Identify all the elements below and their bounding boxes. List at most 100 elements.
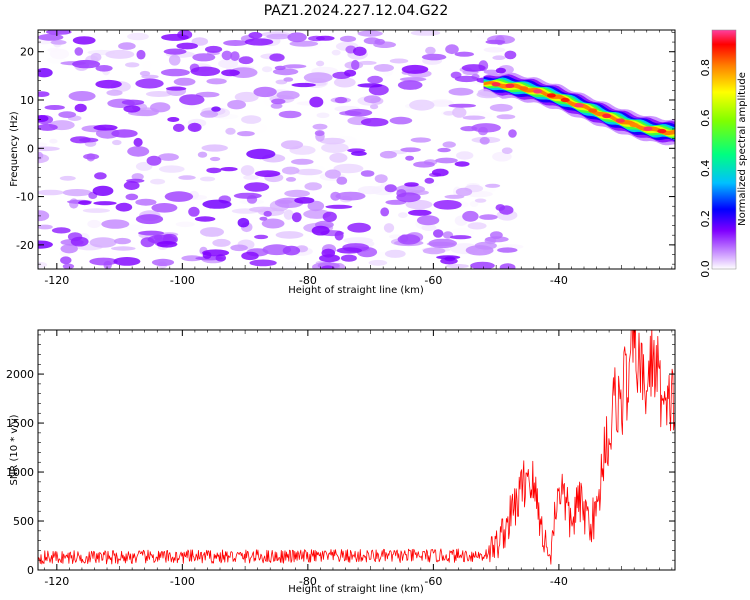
noise-blob [465, 190, 493, 198]
noise-blob [123, 181, 140, 190]
noise-blob [38, 123, 58, 131]
snr-y-axis-label: SNR (10 * v/v) [9, 414, 20, 485]
noise-blob [351, 59, 360, 71]
noise-blob [374, 174, 388, 184]
colorbar-tick-label: 0.2 [699, 210, 712, 228]
noise-blob [276, 90, 300, 100]
noise-blob [405, 155, 414, 161]
snr-series-line [38, 330, 675, 565]
noise-blob [123, 105, 141, 113]
noise-blob [253, 86, 277, 98]
noise-blob [118, 42, 136, 50]
noise-blob [206, 167, 222, 174]
noise-blob [282, 245, 301, 256]
noise-blob [357, 83, 383, 88]
noise-blob [254, 170, 281, 178]
noise-blob [38, 142, 48, 147]
noise-blob [410, 30, 441, 36]
noise-blob [357, 30, 383, 37]
noise-blob [191, 37, 209, 46]
noise-blob [281, 166, 300, 175]
noise-blob [397, 234, 421, 245]
noise-blob [160, 68, 190, 77]
noise-blob [483, 47, 506, 53]
noise-blob [74, 47, 84, 56]
noise-blob [225, 127, 236, 135]
noise-blob [38, 115, 49, 122]
noise-blob [304, 182, 323, 191]
noise-blob [454, 75, 479, 83]
noise-blob [127, 32, 149, 41]
spectrogram-y-axis-label: Frequency (Hz) [9, 111, 20, 187]
noise-blob [321, 142, 349, 153]
noise-blob [139, 70, 151, 77]
noise-blob [431, 168, 449, 177]
noise-blob [106, 89, 123, 96]
noise-blob [271, 98, 286, 105]
noise-blob [266, 33, 291, 40]
noise-blob [131, 173, 144, 181]
noise-blob [263, 210, 272, 217]
figure-title: PAZ1.2024.227.12.04.G22 [264, 3, 449, 19]
noise-blob [429, 100, 455, 107]
noise-blob [249, 123, 268, 134]
noise-blob [49, 48, 70, 60]
y-tick-label: 1000 [6, 466, 34, 479]
noise-blob [454, 51, 474, 57]
noise-blob [161, 33, 189, 41]
noise-blob [82, 208, 110, 213]
noise-blob [269, 53, 285, 62]
noise-blob [202, 199, 232, 209]
noise-blob [261, 218, 285, 229]
noise-blob [209, 156, 221, 162]
noise-blob [202, 249, 230, 257]
noise-blob [197, 151, 208, 158]
noise-blob [295, 168, 323, 176]
noise-blob [360, 117, 389, 127]
ridge-peak-spot [491, 82, 501, 87]
noise-blob [179, 94, 205, 106]
noise-blob [401, 64, 429, 74]
noise-blob [237, 217, 250, 228]
noise-blob [367, 75, 383, 84]
noise-blob [38, 261, 48, 268]
noise-blob [284, 189, 310, 198]
noise-blob [72, 59, 101, 69]
noise-blob [360, 170, 375, 177]
noise-blob [316, 60, 325, 67]
noise-blob [462, 115, 486, 120]
noise-blob [150, 178, 166, 185]
y-tick-label: 500 [13, 515, 34, 528]
noise-blob [336, 176, 348, 185]
noise-blob [335, 191, 366, 201]
noise-blob [259, 216, 268, 221]
y-tick-label: -20 [16, 239, 34, 252]
noise-blob [248, 32, 263, 39]
noise-blob [221, 50, 233, 61]
ridge-peak-spot [629, 122, 639, 128]
noise-blob [133, 137, 143, 147]
noise-blob [495, 67, 506, 74]
noise-blob [240, 165, 255, 176]
noise-blob [95, 65, 113, 72]
noise-blob [192, 53, 216, 62]
noise-blob [237, 131, 255, 137]
noise-blob [62, 263, 75, 269]
noise-blob [125, 224, 144, 231]
noise-blob [343, 237, 374, 244]
noise-blob [425, 46, 436, 55]
colorbar-tick-label: 0.0 [699, 260, 712, 278]
noise-blob [95, 128, 120, 139]
noise-blob [62, 189, 92, 197]
spectrogram-noise-blobs [38, 30, 525, 269]
noise-blob [38, 146, 60, 152]
noise-blob [373, 64, 394, 72]
noise-blob [433, 229, 444, 238]
noise-blob [278, 110, 302, 119]
noise-blob [479, 214, 498, 220]
noise-blob [428, 238, 458, 249]
noise-blob [195, 91, 220, 98]
noise-blob [324, 169, 341, 179]
noise-blob [311, 225, 330, 236]
ridge-peak-spot [643, 126, 653, 131]
